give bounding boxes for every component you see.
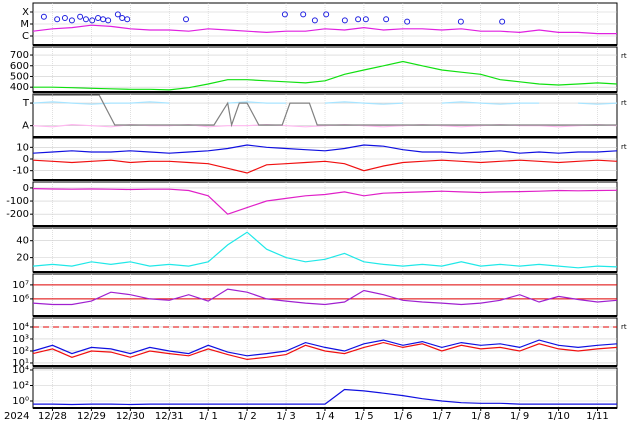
y-tick-label: 20 — [16, 253, 29, 264]
flare-marker — [68, 17, 75, 24]
y-tick-label: 0 — [23, 183, 29, 194]
x-tick-label: 1/ 6 — [393, 411, 412, 422]
x-tick-label: 12/31 — [155, 411, 184, 422]
side-label: rt — [621, 52, 627, 60]
x-tick-label: 1/ 8 — [471, 411, 490, 422]
y-tick-label: 10 — [16, 142, 29, 153]
y-tick-label: 10⁴ — [12, 365, 29, 376]
flare-marker — [323, 11, 330, 18]
y-tick-label: 40 — [16, 236, 29, 247]
side-label: rt — [621, 99, 627, 107]
series-line — [32, 144, 618, 154]
y-tick-label: 10² — [12, 380, 29, 391]
y-tick-label: 600 — [10, 61, 29, 72]
flare-marker — [341, 17, 348, 24]
y-tick-label: 10⁰ — [12, 396, 29, 407]
flare-marker — [61, 15, 68, 21]
flare-marker — [499, 18, 506, 25]
x-tick-label: 1/ 5 — [354, 411, 373, 422]
series-line — [33, 388, 617, 406]
series-line — [32, 24, 617, 35]
y-tick-label: -100 — [6, 196, 29, 207]
x-tick-label: 1/ 9 — [510, 411, 529, 422]
y-tick-label: A — [22, 121, 29, 132]
x-tick-label: 12/28 — [38, 411, 67, 422]
series-line — [33, 94, 617, 128]
series-line — [33, 60, 618, 91]
flare-marker — [54, 16, 61, 23]
y-tick-label: -10 — [13, 166, 29, 177]
x-tick-label: 1/ 2 — [237, 411, 256, 422]
side-label: rt — [621, 323, 627, 331]
y-tick-label: M — [20, 19, 29, 30]
y-tick-label: 10¹ — [12, 358, 29, 369]
y-tick-label: 400 — [10, 82, 29, 93]
flare-marker — [105, 17, 112, 24]
flare-marker — [457, 18, 464, 25]
series-line — [32, 101, 618, 105]
flare-marker — [362, 16, 369, 23]
flare-marker — [311, 17, 318, 24]
series-line — [32, 341, 618, 361]
flare-marker — [355, 16, 362, 23]
flare-marker — [281, 11, 288, 18]
x-tick-label: 1/ 1 — [199, 411, 218, 422]
y-tick-label: 10⁷ — [12, 280, 29, 291]
x-tick-label: 1/ 3 — [276, 411, 295, 422]
series-line — [32, 231, 618, 269]
flare-marker — [77, 13, 84, 20]
flare-marker — [183, 16, 190, 23]
x-tick-label: 1/10 — [547, 411, 569, 422]
y-tick-label: 0 — [23, 154, 29, 165]
y-tick-label: X — [22, 7, 29, 18]
flare-marker — [114, 11, 121, 18]
series-line — [32, 188, 618, 215]
y-tick-label: 700 — [10, 50, 29, 61]
y-tick-label: 10⁶ — [12, 294, 29, 305]
x-tick-label: 12/29 — [77, 411, 106, 422]
flare-marker — [89, 17, 96, 24]
year-label: 2024 — [4, 411, 29, 422]
flare-marker — [40, 13, 47, 20]
y-tick-label: 10² — [12, 346, 29, 357]
series-line — [32, 159, 618, 174]
y-tick-label: C — [22, 31, 29, 42]
series-line — [32, 288, 618, 306]
y-tick-label: -200 — [6, 209, 29, 220]
x-tick-label: 1/ 7 — [432, 411, 451, 422]
x-tick-label: 1/ 4 — [315, 411, 334, 422]
side-label: rt — [621, 143, 627, 151]
series-line — [32, 339, 618, 357]
y-tick-label: 10³ — [12, 334, 29, 345]
flare-marker — [82, 16, 89, 23]
y-tick-label: T — [22, 98, 30, 109]
x-tick-label: 1/11 — [586, 411, 608, 422]
x-tick-label: 12/30 — [116, 411, 145, 422]
flare-marker — [383, 16, 390, 23]
y-tick-label: 10⁴ — [12, 322, 29, 333]
flare-marker — [404, 18, 411, 25]
flare-marker — [124, 16, 131, 23]
flare-marker — [300, 11, 307, 18]
y-tick-label: 500 — [10, 71, 29, 82]
